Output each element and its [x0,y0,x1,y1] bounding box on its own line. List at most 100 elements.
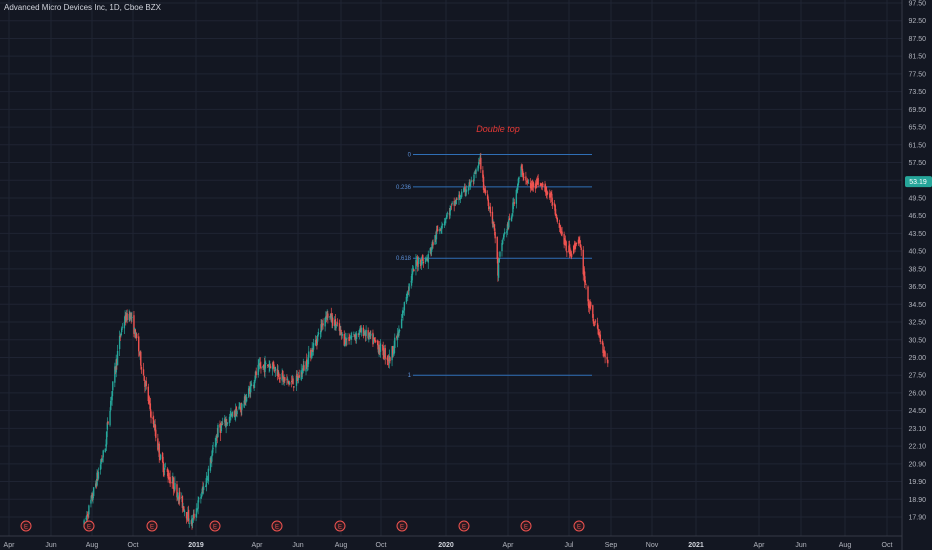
candle [372,329,374,348]
earnings-marker[interactable]: E [334,520,346,532]
candle [513,198,515,207]
earnings-marker-label: E [400,525,404,531]
candle [171,475,173,489]
candle [511,213,513,219]
candle [351,331,353,340]
candle [527,179,530,184]
fib-level-label: 0.236 [396,185,412,191]
price-tick-label: 18.90 [908,497,926,504]
candle [212,442,214,453]
candle [392,345,394,358]
price-tick-label: 30.50 [908,337,926,344]
candle [274,366,276,378]
candle [590,301,592,311]
candle [228,413,231,427]
candle [465,185,468,196]
candle [582,246,584,281]
price-tick-label: 49.50 [908,195,926,202]
candle [181,495,184,513]
time-tick-label: Aug [86,542,99,549]
earnings-marker[interactable]: E [83,520,95,532]
candle [322,318,324,330]
earnings-marker[interactable]: E [458,520,470,532]
candle [451,201,453,206]
candle [290,375,293,388]
candle [118,330,121,356]
candle [367,327,369,340]
time-tick-label: Oct [882,542,893,549]
candle [168,470,170,480]
price-tick-label: 77.50 [908,71,926,78]
candle [279,374,281,383]
candle [336,321,338,326]
candle [592,304,594,322]
candle [193,509,195,521]
time-tick-label: 2021 [688,542,704,549]
price-tick-label: 92.50 [908,18,926,25]
candle [135,332,138,341]
candle [267,364,269,368]
time-axis[interactable]: Apr Jun Aug Oct 2019 Apr Jun Aug Oct 2020 Apr Jul Se… [4,542,893,549]
candle [245,393,248,402]
earnings-marker[interactable]: E [271,520,283,532]
earnings-marker[interactable]: E [209,520,221,532]
candle [411,264,414,281]
candle [407,290,409,302]
candle [427,250,429,269]
candle [172,476,175,496]
time-tick-label: 2020 [438,542,454,549]
candle [566,250,568,258]
candle [583,266,586,288]
candle [432,239,434,249]
earnings-marker[interactable]: E [520,520,532,532]
fib-retracement[interactable]: 0 0.236 0.618 1 [396,153,592,380]
candle [191,514,194,529]
candle [346,333,348,346]
earnings-marker[interactable]: E [573,520,585,532]
candle [594,319,597,323]
candle [284,377,286,383]
price-axis[interactable]: 97.50 92.50 87.50 81.50 77.50 73.50 69.50 65.50… [908,1,926,522]
candle [336,318,339,327]
candle [384,344,386,365]
current-price-badge: 53.19 [905,176,932,188]
candle [157,433,159,452]
candle [559,225,561,228]
candle [370,330,372,339]
earnings-marker[interactable]: E [396,520,408,532]
earnings-marker[interactable]: E [20,520,32,532]
price-tick-label: 69.50 [908,107,926,114]
candle [222,417,224,426]
double-top-annotation[interactable]: Double top [476,124,520,134]
candle [563,231,565,249]
candle [365,325,367,342]
price-tick-label: 20.90 [908,461,926,468]
earnings-marker-label: E [462,525,466,531]
candle [316,334,319,346]
price-tick-label: 34.50 [908,302,926,309]
candle [546,189,548,200]
candle [179,487,181,506]
candle [561,226,563,237]
price-tick-label: 46.50 [908,213,926,220]
price-tick-label: 57.50 [908,160,926,167]
time-tick-label: Aug [335,542,348,549]
candle [130,312,132,324]
candle [536,177,538,188]
current-price-label: 53.19 [909,179,927,186]
candle [575,242,578,247]
candle [273,361,275,372]
candle [260,361,262,374]
candle [456,197,458,200]
earnings-marker[interactable]: E [146,520,158,532]
candle [480,152,482,173]
candle [286,376,289,384]
time-tick-label: Apr [754,542,766,549]
candle [163,463,166,476]
candle [417,256,420,271]
candle [469,181,472,190]
time-tick-label: Sep [605,542,618,549]
candle [594,320,596,326]
